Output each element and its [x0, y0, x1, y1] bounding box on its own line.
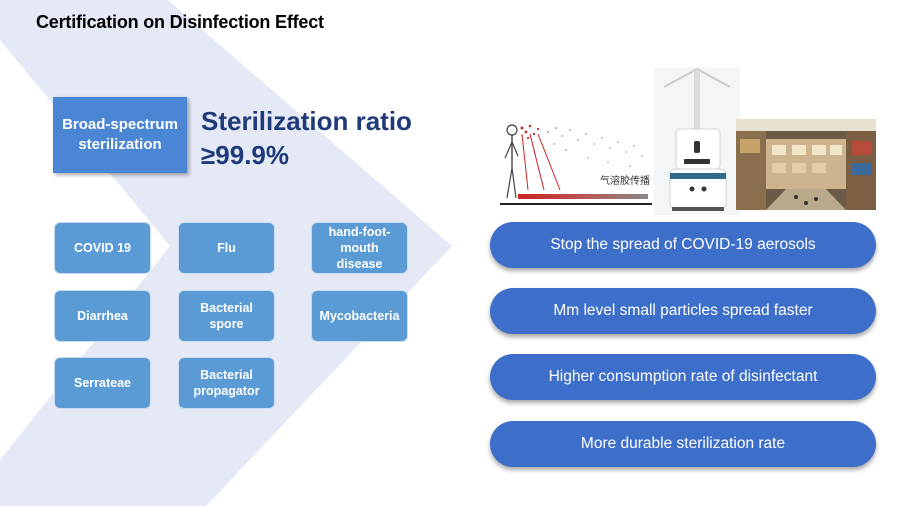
- pathogen-tile-bacterial-spore: Bacterial spore: [178, 290, 275, 342]
- shopping-mall-image: [736, 119, 876, 210]
- benefit-stop-spread: Stop the spread of COVID-19 aerosols: [490, 222, 876, 268]
- aerosol-spread-image: 气溶胶传播: [500, 110, 652, 208]
- pathogen-tile-covid19: COVID 19: [54, 222, 151, 274]
- benefit-durable-sterilization: More durable sterilization rate: [490, 421, 876, 467]
- aerosol-caption: 气溶胶传播: [600, 174, 650, 187]
- benefit-consumption-rate: Higher consumption rate of disinfectant: [490, 354, 876, 400]
- ratio-value: ≥99.9%: [201, 140, 289, 170]
- pathogen-tile-hand-foot-mouth: hand-foot-mouth disease: [311, 222, 408, 274]
- page-title: Certification on Disinfection Effect: [36, 12, 324, 32]
- disinfection-robot-image: [654, 67, 740, 215]
- sterilization-ratio: Sterilization ratio ≥99.9%: [201, 104, 441, 172]
- ratio-label: Sterilization ratio: [201, 106, 412, 136]
- pathogen-tile-bacterial-propagator: Bacterial propagator: [178, 357, 275, 409]
- broad-spectrum-box: Broad-spectrum sterilization: [53, 97, 187, 173]
- pathogen-tile-diarrhea: Diarrhea: [54, 290, 151, 342]
- pathogen-tile-flu: Flu: [178, 222, 275, 274]
- pathogen-tile-serrateae: Serrateae: [54, 357, 151, 409]
- pathogen-tile-mycobacteria: Mycobacteria: [311, 290, 408, 342]
- benefit-small-particles: Mm level small particles spread faster: [490, 288, 876, 334]
